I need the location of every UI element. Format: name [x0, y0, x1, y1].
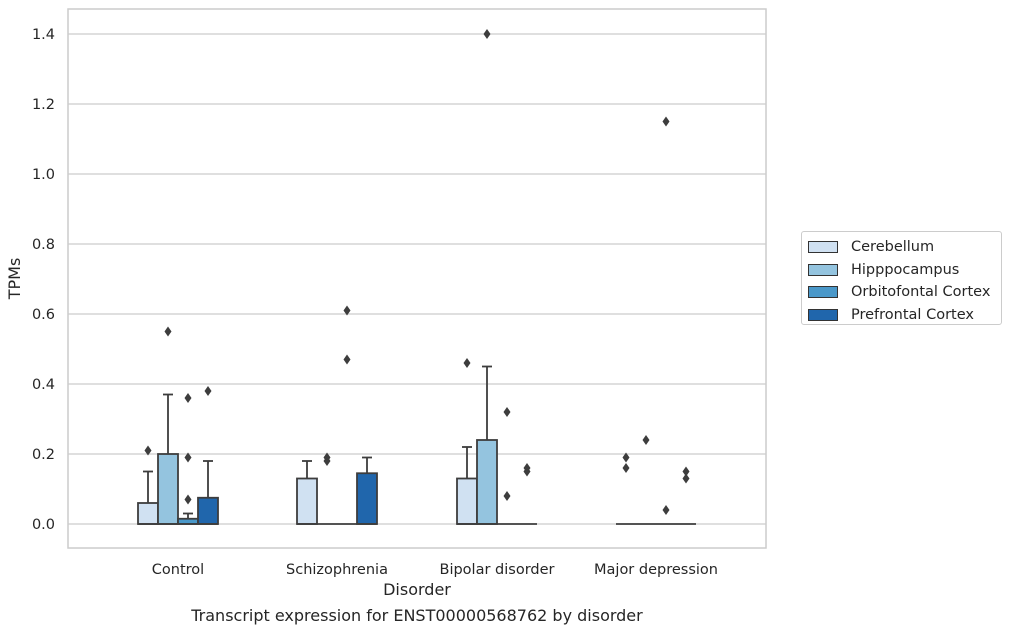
plot-frame — [67, 8, 767, 549]
box-1-2 — [476, 29, 498, 525]
legend-label-prefrontal: Prefrontal Cortex — [851, 306, 974, 323]
outlier-point — [204, 386, 212, 396]
box-0-0 — [137, 445, 159, 525]
x-tick-label: Major depression — [594, 562, 718, 578]
box-3-2 — [517, 463, 537, 525]
box-plot-marks — [137, 29, 696, 525]
legend-label-cerebellum: Cerebellum — [851, 239, 935, 256]
y-axis-label: TPMs — [5, 258, 24, 301]
box-2-1 — [337, 305, 357, 525]
outlier-point — [662, 505, 670, 515]
box-0-2 — [456, 358, 478, 525]
x-axis-ticks: Control Schizophrenia Bipolar disorder Majo… — [152, 562, 718, 578]
legend-swatch-hippocampus — [808, 263, 838, 276]
legend-label-orbitofrontal: Orbitofontal Cortex — [851, 284, 991, 301]
grid-lines — [68, 33, 766, 525]
legend-swatch-prefrontal — [808, 308, 838, 321]
outlier-point — [523, 463, 531, 473]
y-tick-label: 1.2 — [32, 97, 55, 113]
x-tick-label: Control — [152, 562, 204, 578]
box-rect — [356, 472, 378, 525]
y-tick-label: 0.6 — [32, 307, 55, 323]
outlier-point — [323, 452, 331, 463]
box-rect — [197, 496, 219, 525]
outlier-point — [483, 29, 491, 39]
outlier-point — [184, 494, 192, 505]
legend-item-hippocampus: Hipppocampus — [808, 259, 1001, 282]
box-1-1 — [317, 452, 337, 525]
outlier-point — [343, 354, 351, 365]
outlier-point — [503, 407, 511, 417]
y-tick-label: 1.4 — [32, 27, 55, 43]
outlier-point — [503, 491, 511, 501]
outlier-point — [164, 326, 172, 337]
y-tick-label: 0.4 — [32, 377, 55, 393]
outlier-point — [622, 463, 630, 473]
box-3-3 — [676, 466, 696, 525]
legend-item-prefrontal: Prefrontal Cortex — [808, 304, 1001, 327]
box-2-2 — [497, 407, 517, 525]
box-1-3 — [636, 435, 656, 525]
box-3-1 — [356, 456, 378, 525]
y-tick-label: 0.2 — [32, 447, 55, 463]
x-axis-label: Disorder — [383, 580, 451, 599]
box-3-0 — [197, 386, 219, 525]
legend-item-orbitofrontal: Orbitofontal Cortex — [808, 281, 1001, 304]
y-axis-ticks: 0.0 0.2 0.4 0.6 0.8 1.0 1.2 1.4 — [32, 27, 55, 533]
box-rect — [157, 453, 179, 525]
box-rect — [476, 439, 498, 525]
box-rect — [456, 477, 478, 525]
box-0-1 — [296, 460, 318, 525]
legend-item-cerebellum: Cerebellum — [808, 236, 1001, 259]
y-tick-label: 1.0 — [32, 167, 55, 183]
x-tick-label: Schizophrenia — [286, 562, 388, 578]
outlier-point — [144, 445, 152, 456]
legend-label-hippocampus: Hipppocampus — [851, 261, 960, 278]
box-rect — [137, 502, 159, 525]
outlier-point — [682, 466, 690, 477]
outlier-point — [642, 435, 650, 445]
legend: Cerebellum Hipppocampus Orbitofontal Cor… — [801, 231, 1002, 325]
outlier-point — [682, 473, 690, 484]
y-tick-label: 0.8 — [32, 237, 55, 253]
outlier-point — [463, 358, 471, 368]
y-tick-label: 0.0 — [32, 517, 55, 533]
box-1-0 — [157, 326, 179, 525]
box-2-0 — [177, 393, 199, 525]
x-tick-label: Bipolar disorder — [440, 562, 555, 578]
box-rect — [296, 477, 318, 525]
outlier-point — [343, 305, 351, 316]
figure-caption: Transcript expression for ENST0000056876… — [191, 606, 643, 625]
box-2-3 — [656, 116, 676, 525]
outlier-point — [622, 452, 630, 463]
box-0-3 — [616, 452, 636, 525]
legend-swatch-cerebellum — [808, 241, 838, 254]
outlier-point — [184, 452, 192, 463]
outlier-point — [662, 116, 670, 127]
outlier-point — [184, 393, 192, 403]
legend-swatch-orbitofrontal — [808, 286, 838, 299]
